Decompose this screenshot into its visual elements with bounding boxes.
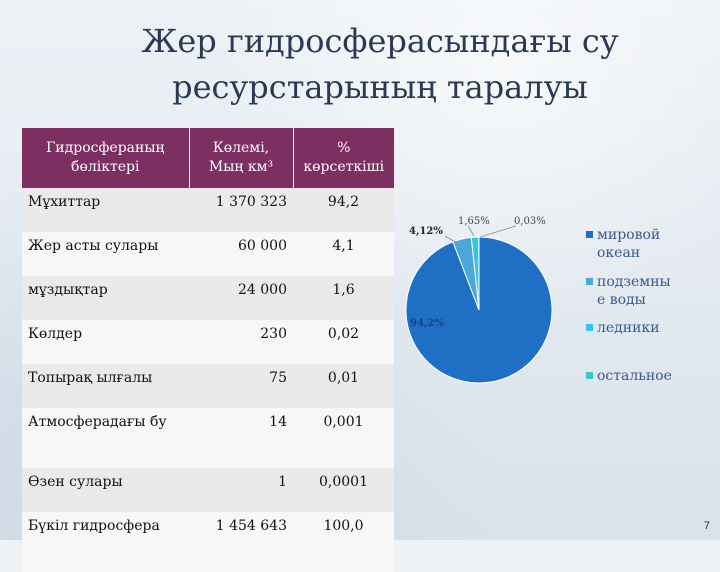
row-name: Атмосферадағы бу (22, 408, 189, 468)
legend-swatch-2 (586, 324, 593, 331)
row-volume: 60 000 (189, 232, 293, 276)
table-row: Мұхиттар 1 370 323 94,2 (22, 188, 394, 232)
row-volume: 1 370 323 (189, 188, 293, 232)
legend-label-3: остальное (597, 368, 672, 384)
row-volume: 230 (189, 320, 293, 364)
row-name: Бүкіл гидросфера (22, 512, 189, 572)
table-row: Бүкіл гидросфера 1 454 643 100,0 (22, 512, 394, 572)
title-line-2: ресурстарының таралуы (60, 64, 700, 110)
row-volume: 75 (189, 364, 293, 408)
row-name: Мұхиттар (22, 188, 189, 232)
table-row: Жер асты сулары 60 000 4,1 (22, 232, 394, 276)
row-percent: 100,0 (293, 512, 394, 572)
row-name: Топырақ ылғалы (22, 364, 189, 408)
row-percent: 0,001 (293, 408, 394, 468)
data-label-2: 1,65% (458, 216, 490, 227)
table-row: Топырақ ылғалы 75 0,01 (22, 364, 394, 408)
table-row: Атмосферадағы бу 14 0,001 (22, 408, 394, 468)
legend-swatch-0 (586, 231, 593, 238)
row-percent: 0,01 (293, 364, 394, 408)
leader-line-3 (480, 226, 516, 237)
row-percent: 0,02 (293, 320, 394, 364)
header-percent: % көрсеткіші (293, 128, 394, 188)
row-percent: 1,6 (293, 276, 394, 320)
header-volume: Көлемі, Мың км³ (189, 128, 293, 188)
table-row: Өзен сулары 1 0,0001 (22, 468, 394, 512)
row-percent: 94,2 (293, 188, 394, 232)
row-volume: 24 000 (189, 276, 293, 320)
leader-line-2 (468, 226, 474, 236)
table-row: Көлдер 230 0,02 (22, 320, 394, 364)
table-row: мұздықтар 24 000 1,6 (22, 276, 394, 320)
page-number: 7 (704, 520, 710, 532)
data-label-0: 94,2% (410, 318, 444, 329)
row-volume: 1 454 643 (189, 512, 293, 572)
row-name: Көлдер (22, 320, 189, 364)
table-header-row: Гидросфераның бөліктері Көлемі, Мың км³ … (22, 128, 394, 188)
legend-swatch-1 (586, 278, 593, 285)
leader-line-1 (445, 236, 457, 243)
data-label-3: 0,03% (514, 216, 546, 227)
row-volume: 1 (189, 468, 293, 512)
header-parts: Гидросфераның бөліктері (22, 128, 189, 188)
data-label-1: 4,12% (409, 226, 443, 237)
row-percent: 0,0001 (293, 468, 394, 512)
slide-title: Жер гидросферасындағы су ресурстарының т… (60, 18, 700, 110)
hydrosphere-table: Гидросфераның бөліктері Көлемі, Мың км³ … (22, 128, 394, 572)
legend-swatch-3 (586, 372, 593, 379)
row-volume: 14 (189, 408, 293, 468)
row-percent: 4,1 (293, 232, 394, 276)
row-name: мұздықтар (22, 276, 189, 320)
row-name: Өзен сулары (22, 468, 189, 512)
title-line-1: Жер гидросферасындағы су (60, 18, 700, 64)
legend-label-2: ледники (597, 320, 660, 336)
row-name: Жер асты сулары (22, 232, 189, 276)
